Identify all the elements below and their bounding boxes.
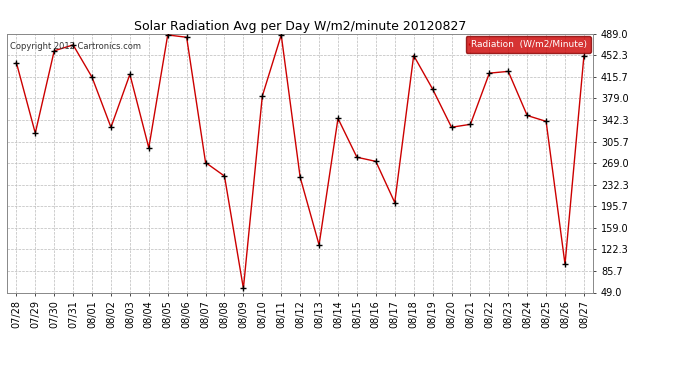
Text: Copyright 2012 Cartronics.com: Copyright 2012 Cartronics.com (10, 42, 141, 51)
Legend: Radiation  (W/m2/Minute): Radiation (W/m2/Minute) (466, 36, 591, 52)
Title: Solar Radiation Avg per Day W/m2/minute 20120827: Solar Radiation Avg per Day W/m2/minute … (134, 20, 466, 33)
